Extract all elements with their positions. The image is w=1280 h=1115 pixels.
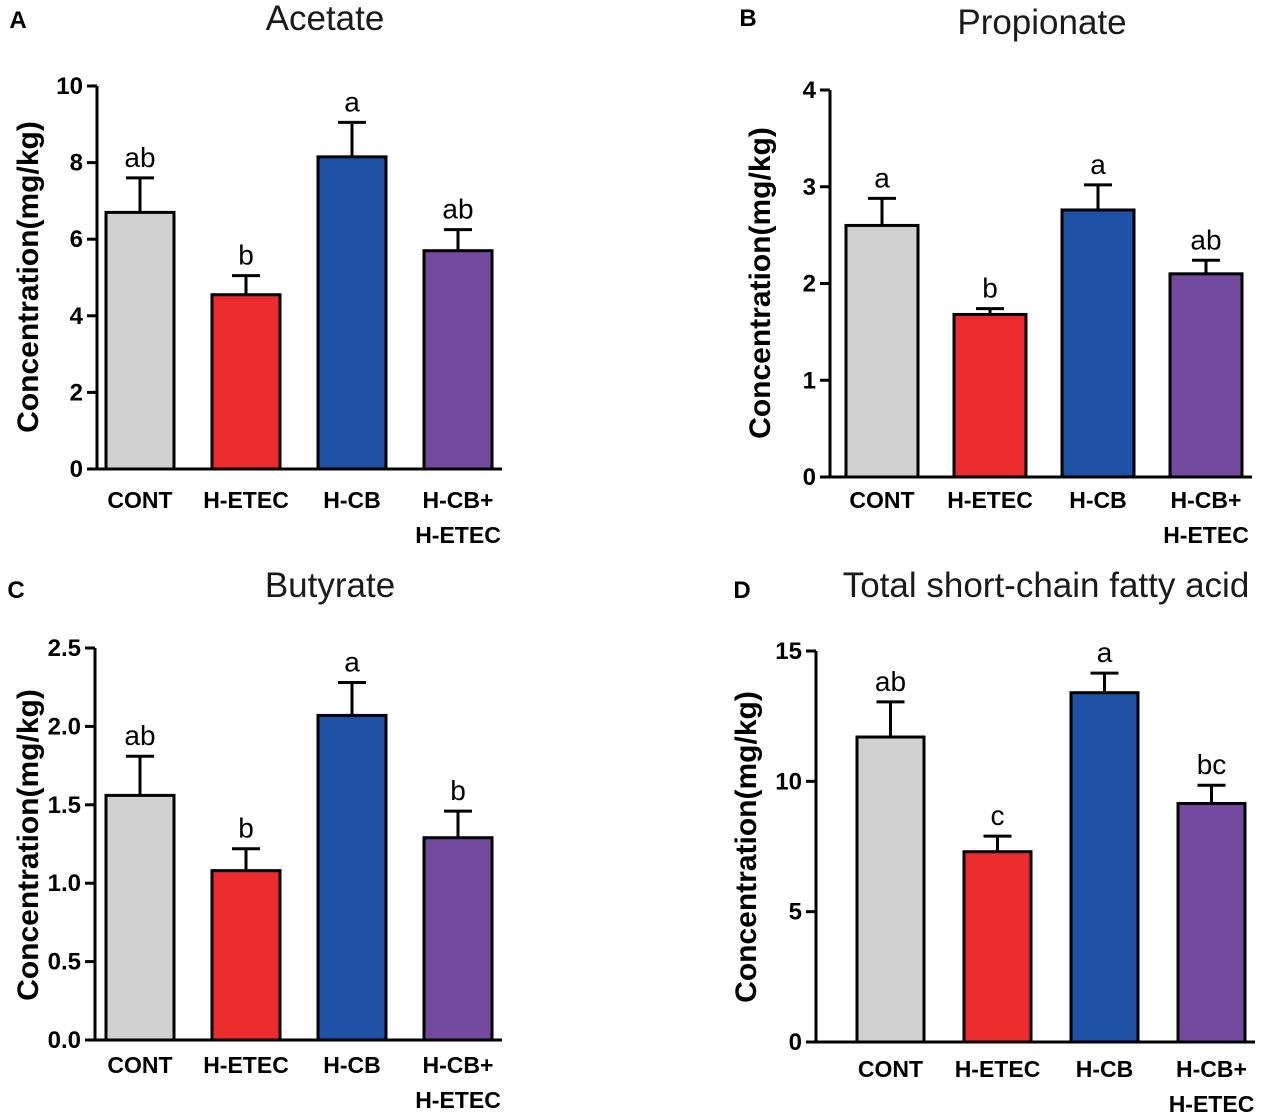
significance-label: b (238, 240, 254, 271)
y-tick-label: 0 (70, 456, 83, 483)
category-label: H-CB (323, 1052, 381, 1078)
category-label: H-CB (1076, 1056, 1134, 1082)
y-tick-label: 10 (56, 73, 83, 100)
y-tick-label: 2.5 (48, 635, 81, 662)
bar (316, 155, 388, 471)
category-label: H-CB+ (423, 1052, 494, 1078)
category-label: H-CB (323, 487, 381, 513)
y-tick-label: 2.0 (48, 713, 81, 740)
chart-title: Butyrate (265, 566, 395, 605)
category-label: H-CB+ (1171, 487, 1242, 513)
category-label: H-ETEC (415, 1087, 501, 1113)
bar (104, 793, 176, 1042)
panel-d-total-scfa: D Total short-chain fatty acid Concentrati… (730, 566, 1255, 1115)
y-tick-label: 8 (70, 150, 83, 177)
category-label: H-ETEC (1163, 522, 1249, 548)
y-tick-label: 0 (789, 1029, 802, 1056)
y-tick-label: 2 (70, 379, 83, 406)
y-axis-label: Concentration(mg/kg) (12, 121, 45, 433)
y-tick-label: 5 (789, 899, 802, 926)
significance-label: a (344, 86, 360, 117)
significance-label: a (1090, 149, 1106, 180)
significance-label: b (238, 813, 254, 844)
panel-a-acetate: A Acetate Concentration(mg/kg) ab CONT b H-ETE… (9, 0, 502, 548)
bar (210, 869, 282, 1042)
significance-label: b (982, 273, 998, 304)
significance-label: b (450, 775, 466, 806)
category-label: CONT (107, 487, 172, 513)
bar (316, 713, 388, 1042)
y-tick-label: 1 (803, 367, 816, 394)
category-label: H-ETEC (947, 487, 1033, 513)
bar (855, 735, 926, 1044)
category-label: H-CB+ (1176, 1056, 1247, 1082)
category-label: H-CB (1069, 487, 1127, 513)
significance-label: ab (442, 194, 473, 225)
bar (104, 210, 176, 471)
category-label: H-ETEC (203, 1052, 289, 1078)
bar (1069, 691, 1140, 1044)
significance-label: ab (1190, 224, 1221, 255)
y-tick-label: 10 (775, 768, 802, 795)
chart-title: Acetate (266, 0, 385, 38)
category-label: CONT (858, 1056, 923, 1082)
chart-title: Total short-chain fatty acid (843, 566, 1250, 605)
bar (844, 223, 920, 479)
y-axis-label: Concentration(mg/kg) (730, 691, 763, 1003)
y-tick-label: 1.0 (48, 870, 81, 897)
y-tick-label: 0.0 (48, 1027, 81, 1054)
y-axis-label: Concentration(mg/kg) (744, 127, 777, 439)
significance-label: ab (124, 142, 155, 173)
y-tick-label: 2 (803, 271, 816, 298)
panel-letter: C (7, 577, 24, 604)
y-tick-label: 4 (70, 303, 84, 330)
y-tick-label: 0.5 (48, 949, 81, 976)
category-label: H-ETEC (955, 1056, 1041, 1082)
panel-b-propionate: B Propionate Concentration(mg/kg) a CONT b H-E… (739, 3, 1252, 548)
bar (210, 293, 282, 471)
chart-title: Propionate (957, 3, 1126, 42)
bar (1168, 272, 1244, 479)
y-tick-label: 6 (70, 226, 83, 253)
bar (1060, 208, 1136, 479)
significance-label: a (874, 162, 890, 193)
bar (1176, 801, 1247, 1044)
significance-label: ab (875, 666, 906, 697)
category-label: H-ETEC (203, 487, 289, 513)
significance-label: ab (124, 720, 155, 751)
y-tick-label: 1.5 (48, 792, 81, 819)
significance-label: a (344, 646, 360, 677)
panel-letter: A (9, 7, 26, 34)
bar (422, 836, 494, 1042)
y-tick-label: 4 (803, 77, 817, 104)
y-tick-label: 15 (775, 638, 802, 665)
y-axis-label: Concentration(mg/kg) (12, 689, 45, 1001)
significance-label: a (1097, 637, 1113, 668)
category-label: H-ETEC (415, 522, 501, 548)
bar (952, 312, 1028, 479)
category-label: CONT (849, 487, 914, 513)
y-tick-label: 0 (803, 464, 816, 491)
category-label: H-ETEC (1169, 1091, 1255, 1115)
panel-letter: D (733, 577, 750, 604)
significance-label: c (991, 800, 1005, 831)
bar (962, 850, 1033, 1044)
bar (422, 249, 494, 471)
significance-label: bc (1197, 749, 1227, 780)
y-tick-label: 3 (803, 174, 816, 201)
category-label: H-CB+ (423, 487, 494, 513)
category-label: CONT (107, 1052, 172, 1078)
panel-letter: B (739, 5, 756, 32)
